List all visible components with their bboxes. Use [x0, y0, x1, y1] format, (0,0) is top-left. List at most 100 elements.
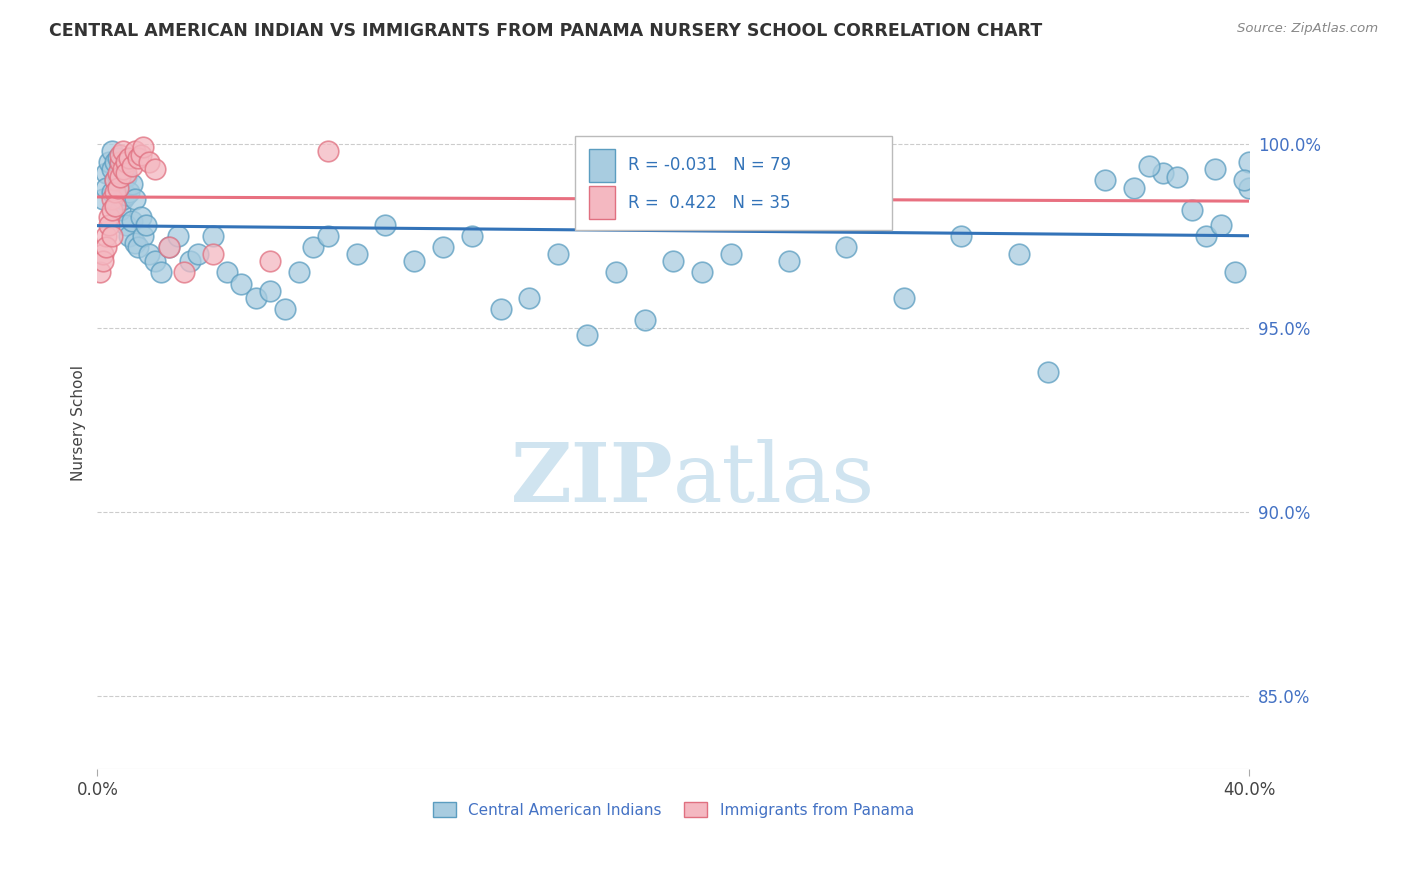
Point — [121, 214, 143, 228]
Point — [118, 152, 141, 166]
Point — [127, 152, 149, 166]
Point — [94, 181, 117, 195]
Point — [187, 247, 209, 261]
Point — [118, 185, 141, 199]
Point — [100, 185, 122, 199]
Point — [115, 166, 138, 180]
Point — [173, 265, 195, 279]
Point — [1204, 162, 1226, 177]
Point — [1094, 173, 1116, 187]
Point — [115, 218, 138, 232]
Point — [110, 147, 132, 161]
Point — [404, 254, 426, 268]
Point — [201, 228, 224, 243]
Point — [547, 247, 569, 261]
Point — [690, 265, 713, 279]
Point — [720, 247, 742, 261]
Point — [110, 169, 132, 184]
Point — [316, 144, 339, 158]
Point — [129, 147, 152, 161]
Point — [1137, 159, 1160, 173]
Text: R = -0.031   N = 79: R = -0.031 N = 79 — [628, 156, 792, 174]
Point — [1036, 365, 1059, 379]
Point — [104, 185, 127, 199]
Point — [110, 177, 132, 191]
Point — [201, 247, 224, 261]
Point — [1195, 228, 1218, 243]
Point — [110, 159, 132, 173]
Point — [121, 159, 143, 173]
Text: CENTRAL AMERICAN INDIAN VS IMMIGRANTS FROM PANAMA NURSERY SCHOOL CORRELATION CHA: CENTRAL AMERICAN INDIAN VS IMMIGRANTS FR… — [49, 22, 1042, 40]
Point — [288, 265, 311, 279]
Point — [374, 218, 396, 232]
Point — [1239, 181, 1261, 195]
Point — [302, 240, 325, 254]
Point — [1166, 169, 1188, 184]
Point — [778, 254, 800, 268]
Point — [489, 302, 512, 317]
Text: ZIP: ZIP — [510, 439, 673, 519]
Point — [100, 144, 122, 158]
Point — [893, 291, 915, 305]
Point — [316, 228, 339, 243]
Point — [100, 162, 122, 177]
Point — [132, 228, 155, 243]
FancyBboxPatch shape — [575, 136, 893, 229]
Point — [1181, 202, 1204, 217]
Point — [100, 228, 122, 243]
Point — [575, 328, 598, 343]
Point — [1223, 265, 1246, 279]
Point — [1209, 218, 1232, 232]
Point — [129, 211, 152, 225]
Point — [112, 173, 135, 187]
Point — [259, 284, 281, 298]
Point — [112, 144, 135, 158]
Point — [662, 254, 685, 268]
Point — [115, 188, 138, 202]
Point — [89, 265, 111, 279]
Point — [215, 265, 238, 279]
Point — [112, 192, 135, 206]
Point — [143, 162, 166, 177]
Point — [97, 218, 120, 232]
Y-axis label: Nursery School: Nursery School — [72, 366, 86, 482]
Point — [157, 240, 180, 254]
Point — [517, 291, 540, 305]
Point — [100, 202, 122, 217]
Point — [118, 228, 141, 243]
Point — [97, 155, 120, 169]
Point — [124, 192, 146, 206]
Point — [91, 254, 114, 268]
Point — [115, 169, 138, 184]
Text: atlas: atlas — [673, 439, 876, 519]
Legend: Central American Indians, Immigrants from Panama: Central American Indians, Immigrants fro… — [427, 796, 920, 824]
Point — [107, 169, 129, 184]
Point — [143, 254, 166, 268]
FancyBboxPatch shape — [589, 149, 614, 182]
Point — [124, 144, 146, 158]
Point — [127, 240, 149, 254]
Point — [112, 162, 135, 177]
Point — [167, 228, 190, 243]
Point — [97, 211, 120, 225]
Point — [100, 192, 122, 206]
Point — [94, 240, 117, 254]
Point — [132, 140, 155, 154]
Point — [149, 265, 172, 279]
Point — [835, 240, 858, 254]
Point — [1008, 247, 1031, 261]
Point — [179, 254, 201, 268]
Point — [138, 155, 160, 169]
Point — [91, 247, 114, 261]
Point — [107, 181, 129, 195]
Point — [461, 228, 484, 243]
Point — [121, 177, 143, 191]
Point — [432, 240, 454, 254]
Text: Source: ZipAtlas.com: Source: ZipAtlas.com — [1237, 22, 1378, 36]
Point — [259, 254, 281, 268]
Point — [91, 192, 114, 206]
Point — [273, 302, 295, 317]
Point — [94, 166, 117, 180]
Point — [104, 173, 127, 187]
Point — [124, 235, 146, 250]
